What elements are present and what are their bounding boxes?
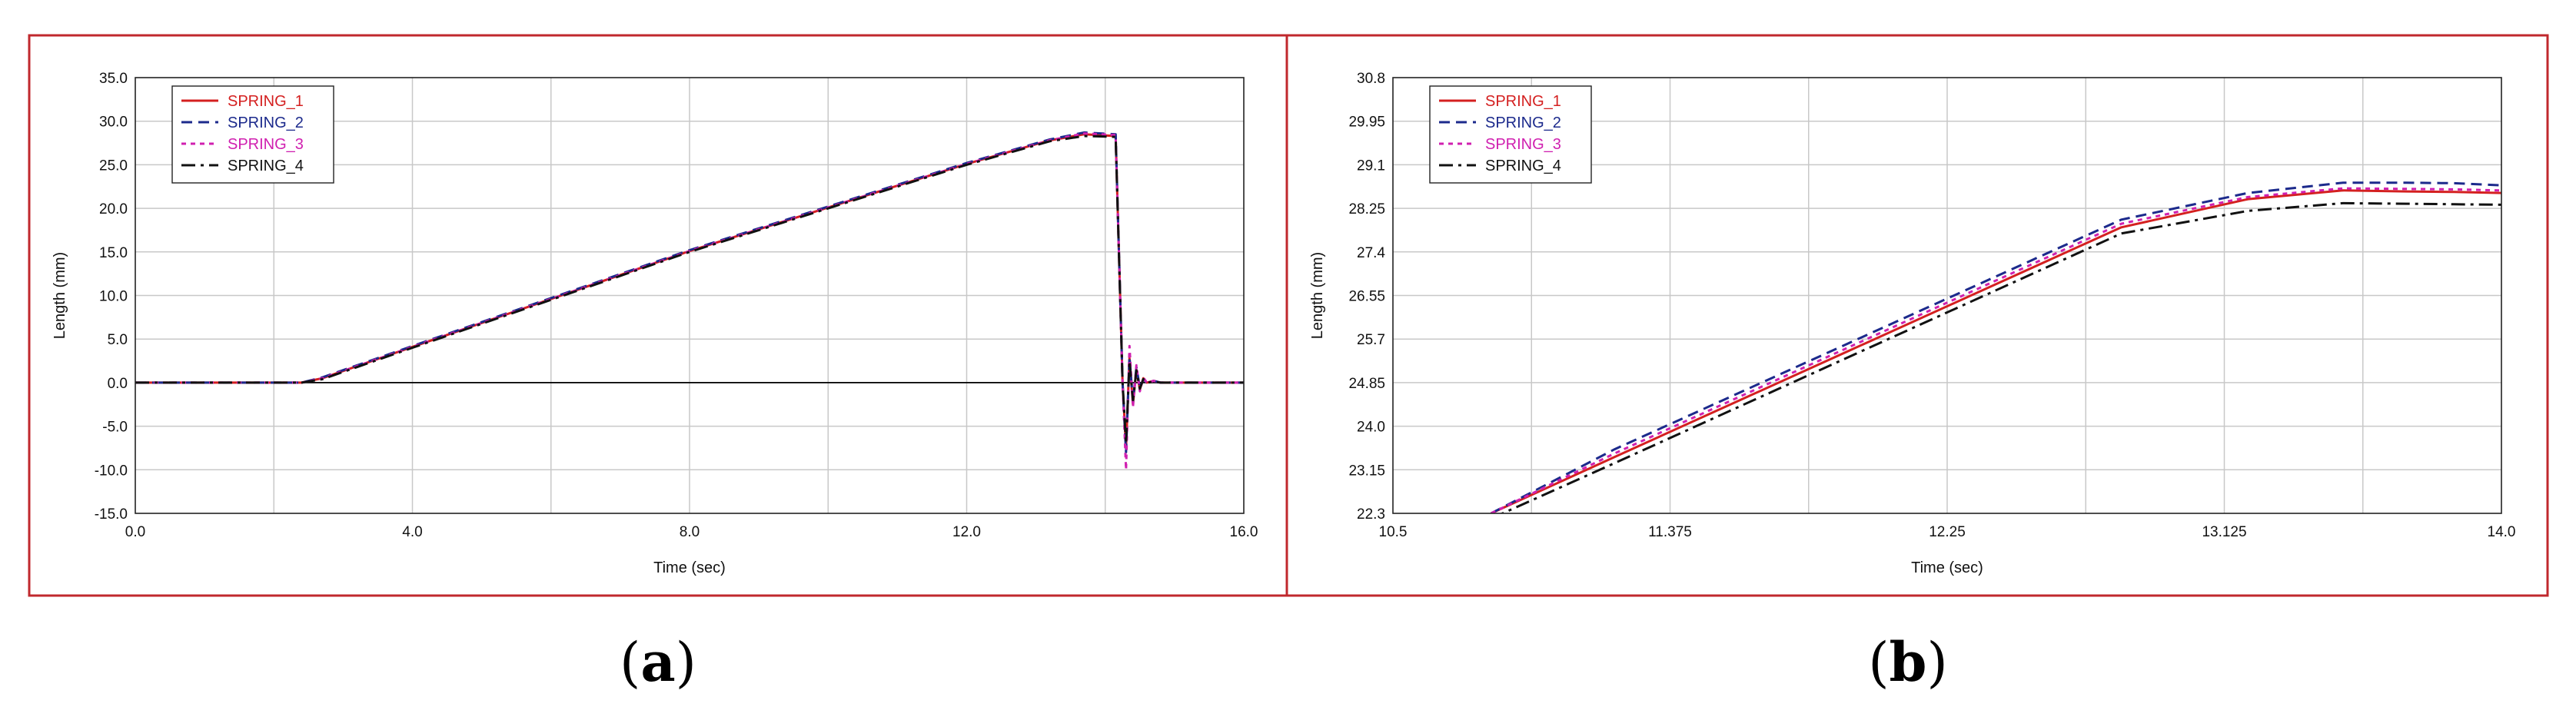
x-tick-label: 0.0 [125,524,145,540]
y-tick-label: 23.15 [1348,463,1385,479]
y-tick-label: 30.0 [99,115,128,131]
panel-b: 30.8 29.95 29.1 28.25 27.4 26.55 25.7 24.85 24.0… [1285,34,2549,694]
y-tick-label: 25.0 [99,158,128,174]
y-tick-label: 24.85 [1348,376,1385,392]
legend: SPRING_1 SPRING_2 SPRING_3 SPRING_4 [171,85,334,184]
legend-label: SPRING_3 [228,136,304,153]
series-group [135,131,1244,471]
series-line-spring-3 [1491,187,2501,513]
x-tick-label: 10.5 [1379,524,1408,540]
y-tick-label: 20.0 [99,201,128,217]
series-line-spring-4 [1499,201,2501,513]
x-tick-label: 12.0 [952,524,981,540]
panel-caption-letter: b [1890,630,1927,694]
y-tick-label: 10.0 [99,289,128,305]
x-tick-label: 13.125 [2202,524,2246,540]
y-tick-label: 30.8 [1357,71,1385,87]
x-axis-label: Time (sec) [653,559,726,576]
x-tick-label: 16.0 [1230,524,1258,540]
y-tick-label: 25.7 [1357,332,1385,348]
series-group [1491,181,2501,513]
legend-box [171,85,334,184]
y-tick-label: 29.1 [1357,158,1385,174]
x-tick-label: 11.375 [1648,524,1692,540]
y-tick-label: 28.25 [1348,201,1385,217]
y-tick-label: -10.0 [95,463,128,479]
panel-caption: (b) [1868,630,1948,694]
y-tick-label: 0.0 [108,376,128,392]
x-tick-label: 4.0 [402,524,422,540]
legend-label: SPRING_1 [228,93,304,110]
y-tick-label: 29.95 [1348,115,1385,131]
panel-a: 35.0 30.0 25.0 20.0 15.0 10.0 5.0 0.0 -5.0 -10.0 -… [28,34,1288,694]
legend-label: SPRING_2 [228,115,304,131]
legend: SPRING_1 SPRING_2 SPRING_3 SPRING_4 [1429,85,1592,184]
y-axis-label: Length (mm) [1309,252,1326,339]
panel-frame [1285,34,2549,597]
y-tick-label: 5.0 [108,332,128,348]
y-tick-label: -15.0 [95,506,128,523]
y-tick-label: 15.0 [99,245,128,261]
y-axis-label: Length (mm) [52,252,68,339]
legend-label: SPRING_4 [228,158,304,174]
plot-border [135,77,1245,514]
y-tick-label: 27.4 [1357,245,1385,261]
y-tick-label: 26.55 [1348,289,1385,305]
x-axis-label: Time (sec) [1911,559,1983,576]
legend-label: SPRING_3 [1485,136,1561,153]
x-tick-label: 12.25 [1929,524,1966,540]
series-line-spring-1 [1491,189,2501,513]
panel-caption: (a) [620,630,696,694]
y-tick-label: -5.0 [102,420,128,436]
y-tick-label: 24.0 [1357,420,1385,436]
legend-label: SPRING_1 [1485,93,1561,110]
y-tick-label: 22.3 [1357,506,1385,523]
panel-caption-letter: a [640,630,675,694]
gridlines [1393,78,2501,513]
legend-box [1429,85,1592,184]
y-tick-label: 35.0 [99,71,128,87]
plot-border [1392,77,2502,514]
x-tick-label: 14.0 [2488,524,2516,540]
legend-label: SPRING_4 [1485,158,1561,174]
series-line-spring-2 [1491,181,2501,513]
legend-label: SPRING_2 [1485,115,1561,131]
x-tick-label: 8.0 [680,524,700,540]
